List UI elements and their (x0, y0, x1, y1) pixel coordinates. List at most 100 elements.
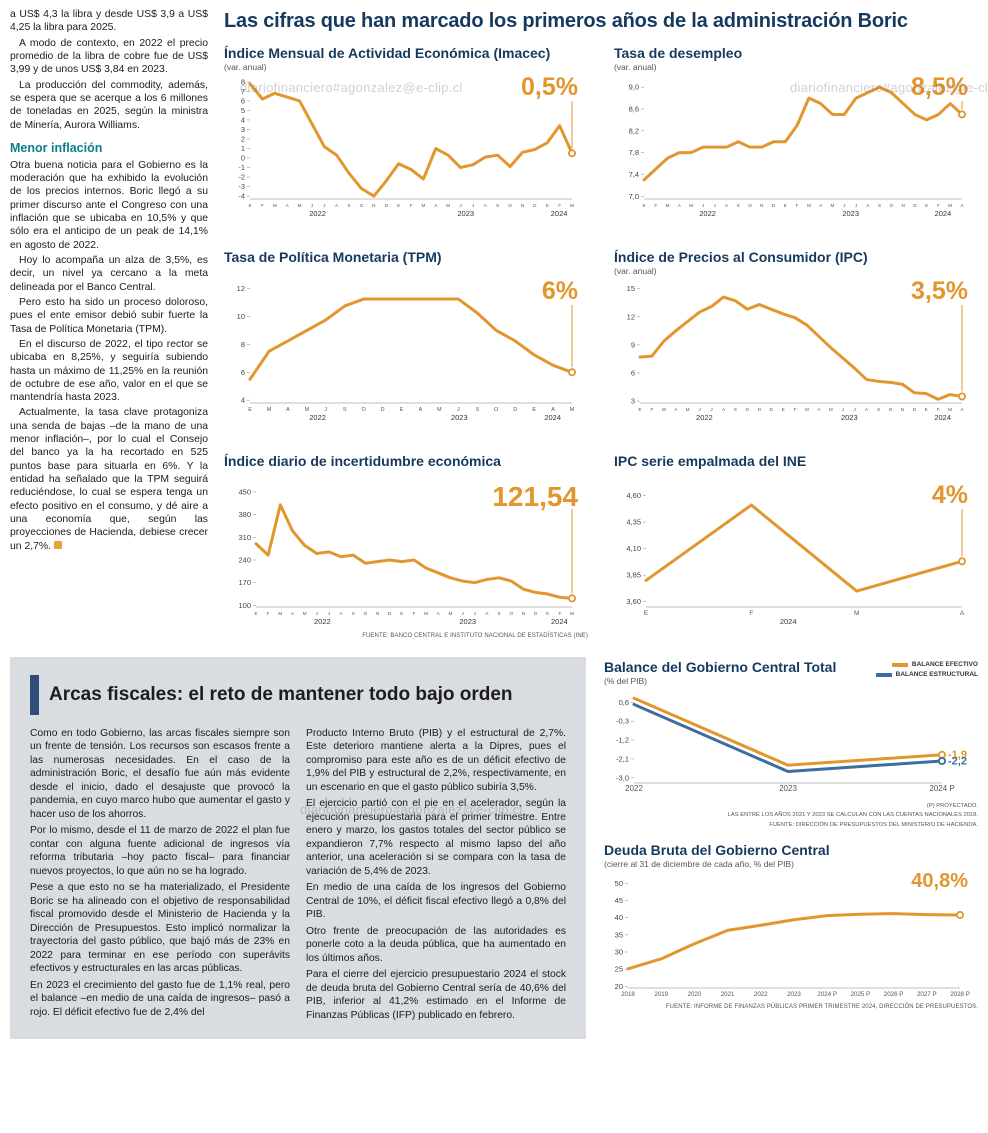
ipc-ine-plot: 4% 4,60 4,35 4,10 3,85 3,60 E F M A 2024 (614, 481, 978, 631)
article-paragraph: Como en todo Gobierno, las arcas fiscale… (30, 728, 290, 820)
svg-text:7,8: 7,8 (629, 148, 639, 157)
chart-subtitle (614, 470, 978, 481)
article-paragraph-last: Actualmente, la tasa clave protagoniza u… (10, 406, 208, 552)
svg-text:J: J (461, 611, 463, 616)
svg-text:8: 8 (241, 77, 245, 86)
svg-text:-0,3: -0,3 (616, 717, 629, 726)
article-paragraph: Producto Interno Bruto (PIB) y el estruc… (306, 728, 566, 793)
ipc-highlight-value: 3,5% (911, 277, 968, 305)
svg-text:N: N (901, 203, 904, 208)
svg-text:12: 12 (237, 284, 245, 293)
svg-text:S: S (878, 203, 881, 208)
svg-text:2022: 2022 (309, 413, 326, 422)
svg-text:J: J (457, 407, 460, 413)
svg-text:4: 4 (241, 396, 245, 405)
svg-text:310: 310 (238, 533, 251, 542)
svg-text:4,10: 4,10 (626, 544, 641, 553)
svg-text:2022: 2022 (754, 991, 768, 998)
svg-text:M: M (437, 407, 442, 413)
svg-text:9,0: 9,0 (629, 83, 639, 92)
svg-text:J: J (459, 203, 461, 208)
note-line: FUENTE: DIRECCIÓN DE PRESUPUESTOS DEL MI… (769, 821, 978, 828)
top-section: a US$ 4,3 la libra y desde US$ 3,9 a US$… (10, 9, 978, 639)
svg-text:170: 170 (238, 578, 251, 587)
article-paragraph: Pero esto ha sido un proceso doloroso, p… (10, 296, 208, 335)
chart-title: IPC serie empalmada del INE (614, 453, 807, 469)
svg-text:6: 6 (241, 368, 245, 377)
svg-text:M: M (666, 203, 670, 208)
balance-titles: Balance del Gobierno Central Total (% de… (604, 659, 836, 687)
article-paragraph: Otro frente de preocupación de las autor… (306, 925, 566, 964)
article-paragraph: Hoy lo acompaña un alza de 3,5%, es deci… (10, 255, 208, 293)
source-note: FUENTE: BANCO CENTRAL E INSTITUTO NACION… (362, 633, 588, 639)
balance-notes: (P) PROYECTADO. LAS ENTRE LOS AÑOS 2021 … (604, 802, 978, 830)
svg-text:S: S (498, 611, 501, 616)
svg-text:2018: 2018 (621, 991, 635, 998)
svg-text:O: O (889, 407, 893, 412)
svg-text:A: A (434, 203, 438, 208)
svg-text:M: M (570, 203, 574, 208)
svg-text:N: N (521, 203, 524, 208)
svg-text:J: J (714, 203, 716, 208)
svg-text:J: J (316, 611, 318, 616)
article-paragraph: En 2023 el crecimiento del gasto fue de … (30, 979, 290, 1018)
balance-legend: BALANCE EFECTIVO BALANCE ESTRUCTURAL (875, 659, 978, 681)
chart-ipc: Índice de Precios al Consumidor (IPC) (v… (614, 249, 978, 427)
subhead-menor-inflacion: Menor inflación (10, 140, 103, 155)
svg-text:A: A (286, 203, 290, 208)
svg-text:S: S (877, 407, 880, 412)
svg-text:A: A (291, 611, 295, 616)
svg-text:J: J (472, 203, 474, 208)
svg-text:2022: 2022 (696, 413, 713, 422)
svg-text:4,60: 4,60 (626, 491, 641, 500)
svg-text:F: F (937, 203, 940, 208)
watermark: diariofinanciero#agonzalez@e-clip.cl (240, 80, 463, 95)
svg-text:2025 P: 2025 P (851, 991, 871, 998)
svg-text:25: 25 (615, 964, 623, 973)
svg-text:2026 P: 2026 P (884, 991, 904, 998)
note-line: LAS ENTRE LOS AÑOS 2021 Y 2023 SE CALCUL… (727, 812, 978, 819)
svg-text:2022: 2022 (625, 784, 643, 793)
svg-text:A: A (484, 203, 488, 208)
svg-text:D: D (534, 611, 538, 616)
chart-deuda: Deuda Bruta del Gobierno Central (cierre… (604, 842, 978, 1010)
tpm-highlight-value: 6% (541, 277, 578, 305)
svg-text:30: 30 (615, 947, 623, 956)
svg-text:M: M (948, 407, 952, 412)
svg-text:J: J (328, 611, 330, 616)
svg-text:2022: 2022 (699, 209, 716, 218)
chart-title: Índice Mensual de Actividad Económica (I… (224, 45, 551, 61)
article-paragraph: a US$ 4,3 la libra y desde US$ 3,9 a US$… (10, 9, 208, 34)
incertidumbre-highlight-value: 121,54 (492, 481, 578, 512)
svg-text:O: O (360, 203, 364, 208)
svg-text:M: M (267, 407, 272, 413)
svg-text:2023: 2023 (841, 413, 858, 422)
svg-text:J: J (698, 407, 700, 412)
desempleo-highlight-value: 8,5% (911, 73, 968, 101)
svg-text:D: D (772, 203, 776, 208)
svg-text:J: J (311, 203, 313, 208)
svg-text:E: E (400, 407, 404, 413)
svg-text:3,85: 3,85 (626, 571, 641, 580)
svg-text:4,35: 4,35 (626, 518, 641, 527)
svg-text:S: S (737, 203, 740, 208)
svg-text:A: A (340, 611, 344, 616)
svg-text:E: E (248, 407, 252, 413)
bottom-charts-column: Balance del Gobierno Central Total (% de… (604, 657, 978, 1039)
svg-text:2024: 2024 (934, 413, 951, 422)
svg-text:D: D (533, 203, 537, 208)
svg-text:E: E (644, 610, 649, 617)
svg-text:8,2: 8,2 (629, 126, 639, 135)
ipc-plot: 3,5% 15 12 9 6 3 E F M A M J J A S O N D E F M A M J J A S O N D E F M A… (614, 277, 978, 427)
svg-text:E: E (546, 611, 549, 616)
svg-text:-1,2: -1,2 (616, 736, 629, 745)
svg-text:E: E (642, 203, 645, 208)
svg-text:A: A (419, 407, 423, 413)
article-paragraph: En el discurso de 2022, el tipo rector s… (10, 338, 208, 404)
svg-text:N: N (376, 611, 379, 616)
svg-text:A: A (865, 407, 869, 412)
legend-label: BALANCE ESTRUCTURAL (895, 671, 978, 678)
svg-text:45: 45 (615, 896, 623, 905)
svg-text:M: M (273, 203, 277, 208)
